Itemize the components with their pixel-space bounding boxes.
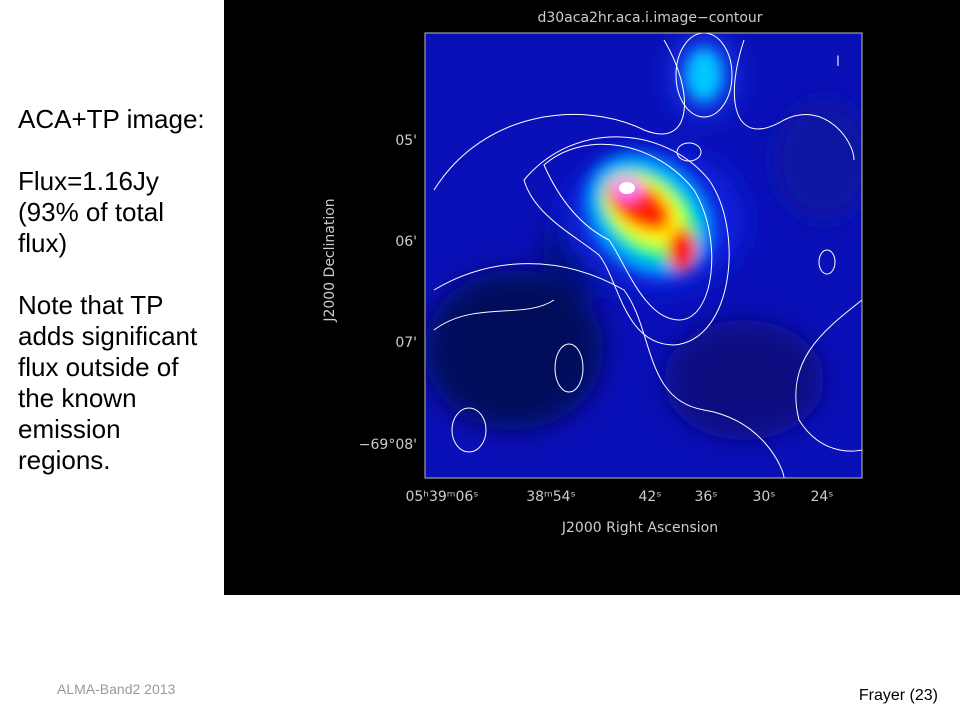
y-tick-label: −69°08' [359, 437, 417, 453]
image-panel: d30aca2hr.aca.i.image−contour I J2000 De… [224, 0, 960, 595]
y-tick-label: 06' [395, 234, 417, 250]
paragraph: Flux=1.16Jy (93% of total flux) [18, 166, 164, 258]
slide-text: ACA+TP image: Flux=1.16Jy (93% of total … [18, 104, 218, 507]
footer-right: Frayer (23) [858, 687, 938, 704]
x-tick-label: 24ˢ [810, 489, 833, 505]
y-tick-label: 07' [395, 335, 417, 351]
flux-map [425, 33, 862, 478]
y-axis-label: J2000 Declination [322, 198, 338, 322]
footer-left: ALMA-Band2 2013 [57, 681, 176, 697]
paragraph: ACA+TP image: [18, 104, 205, 134]
x-tick-label: 05ʰ39ᵐ06ˢ [405, 489, 478, 505]
x-tick-label: 36ˢ [694, 489, 717, 505]
x-tick-label: 42ˢ [638, 489, 661, 505]
corner-label: I [836, 54, 840, 70]
y-tick-label: 05' [395, 133, 417, 149]
x-tick-label: 38ᵐ54ˢ [526, 489, 576, 505]
x-tick-label: 30ˢ [752, 489, 775, 505]
image-title: d30aca2hr.aca.i.image−contour [537, 10, 762, 26]
paragraph: Note that TP adds significant flux outsi… [18, 290, 198, 475]
x-axis-label: J2000 Right Ascension [561, 520, 718, 536]
